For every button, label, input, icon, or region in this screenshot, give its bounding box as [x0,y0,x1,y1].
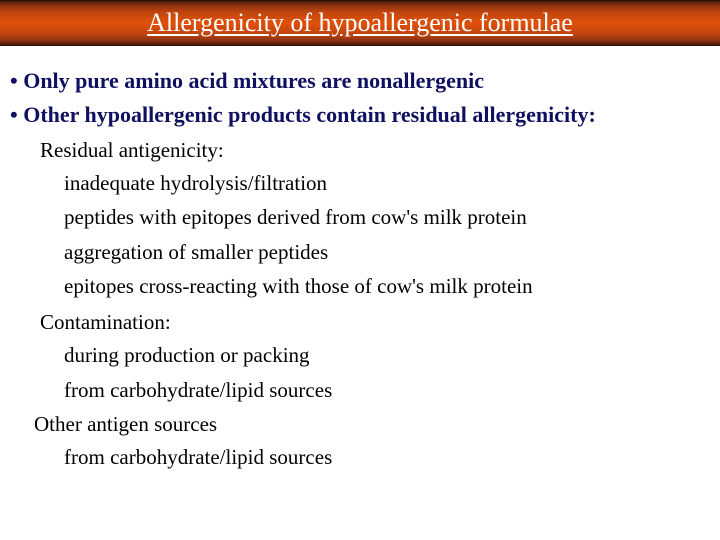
title-bar: Allergenicity of hypoallergenic formulae [0,0,720,46]
item-hydrolysis: inadequate hydrolysis/filtration [64,169,710,197]
item-carb-lipid-1: from carbohydrate/lipid sources [64,376,710,404]
item-aggregation: aggregation of smaller peptides [64,238,710,266]
slide-title: Allergenicity of hypoallergenic formulae [147,8,573,38]
heading-other-antigen: Other antigen sources [34,412,710,437]
item-peptides-epitopes: peptides with epitopes derived from cow'… [64,203,710,231]
bullet-other-products: • Other hypoallergenic products contain … [10,102,710,128]
bullet-amino-acid: • Only pure amino acid mixtures are nona… [10,68,710,94]
item-carb-lipid-2: from carbohydrate/lipid sources [64,443,710,471]
heading-residual-antigenicity: Residual antigenicity: [40,138,710,163]
item-cross-reacting: epitopes cross-reacting with those of co… [64,272,710,300]
heading-contamination: Contamination: [40,310,710,335]
item-production-packing: during production or packing [64,341,710,369]
slide-content: • Only pure amino acid mixtures are nona… [0,46,720,471]
